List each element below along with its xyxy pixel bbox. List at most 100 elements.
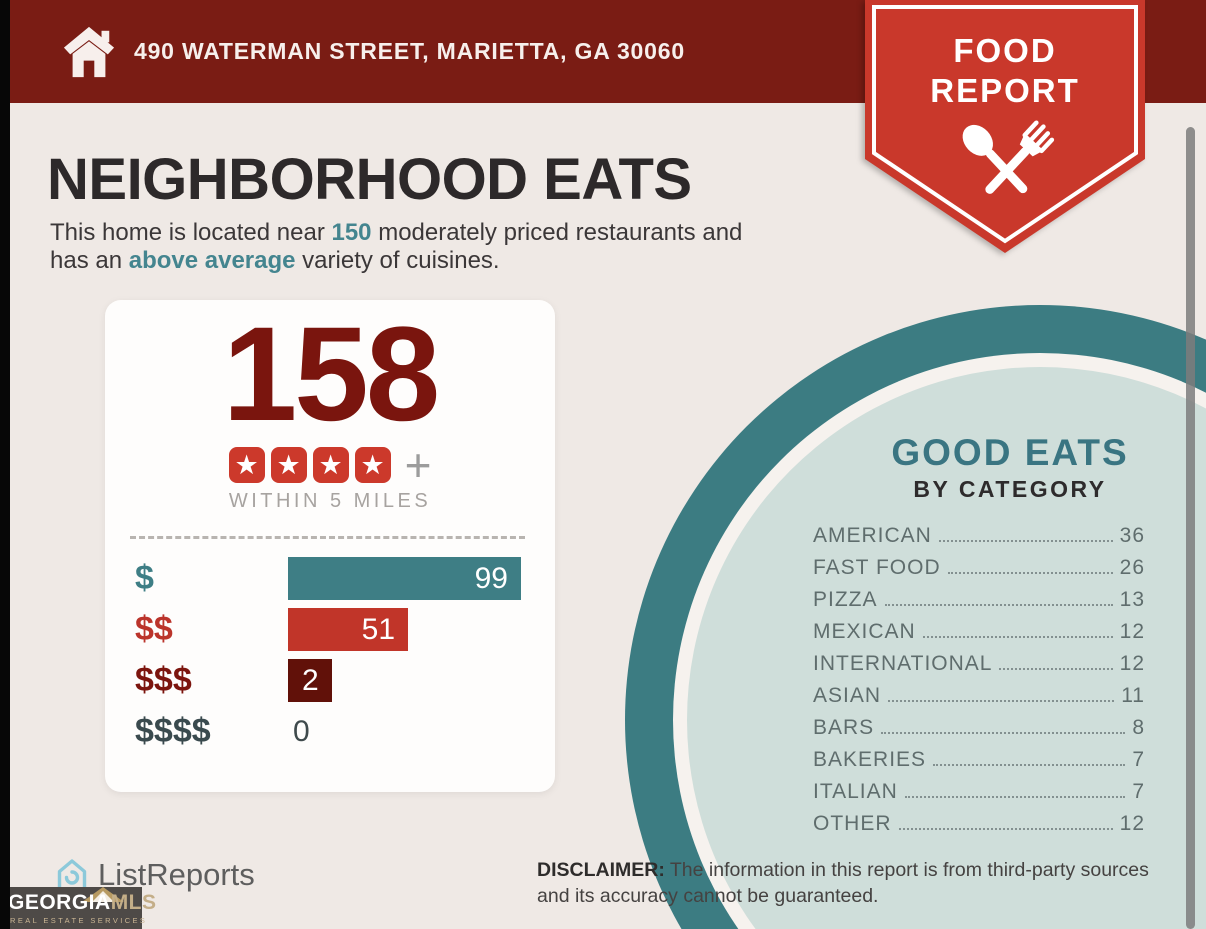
category-label: BAKERIES (813, 748, 927, 771)
dot-leader (938, 540, 1113, 542)
category-row: FAST FOOD 26 (813, 551, 1145, 583)
category-label: PIZZA (813, 588, 878, 611)
category-row: ASIAN 11 (813, 679, 1145, 711)
category-row: INTERNATIONAL 12 (813, 647, 1145, 679)
category-row: ITALIAN 7 (813, 775, 1145, 807)
star-rating: ★ ★ ★ ★ + (105, 439, 555, 491)
category-label: AMERICAN (813, 524, 932, 547)
georgiamls-tagline: REAL ESTATE SERVICES (10, 916, 148, 925)
star-icon: ★ (270, 447, 307, 483)
home-icon (63, 26, 115, 78)
category-row: AMERICAN 36 (813, 519, 1145, 551)
price-bar-track: 0 (288, 710, 531, 753)
price-level-label: $$$$ (135, 712, 211, 750)
price-bar-value: 51 (361, 612, 396, 646)
scrollbar-thumb[interactable] (1186, 127, 1195, 929)
star-icon: ★ (228, 447, 265, 483)
summary-sentence: This home is located near 150 moderately… (50, 219, 850, 275)
dot-leader (888, 700, 1115, 702)
price-bar-value: 99 (474, 561, 508, 595)
price-level-bar-chart: $ 99 $$ 51 $$$ 2 $$$$ 0 (135, 553, 531, 757)
spoon-fork-icon (962, 120, 1055, 194)
disclaimer-label: DISCLAIMER: (537, 859, 665, 881)
price-bar-row: $$ 51 (135, 604, 531, 655)
good-eats-subtitle: BY CATEGORY (913, 476, 1107, 502)
price-level-label: $ (135, 559, 154, 597)
badge-title-line1: FOOD (953, 32, 1057, 69)
disclaimer-text: The information in this report is from t… (537, 859, 1149, 907)
price-bar-row: $ 99 (135, 553, 531, 604)
mountain-peak-icon (92, 891, 114, 902)
badge-pennant-shape (865, 0, 1145, 253)
category-value: 26 (1119, 556, 1145, 579)
price-bar-row: $$$ 2 (135, 655, 531, 706)
left-edge-strip (0, 0, 10, 929)
good-eats-panel: GOOD EATS BY CATEGORY AMERICAN 36 FAST FO… (790, 432, 1206, 839)
summary-text: has an (50, 247, 129, 274)
page-title: NEIGHBORHOOD EATS (47, 147, 692, 212)
price-level-label: $$ (135, 610, 173, 648)
plus-sign: + (404, 439, 432, 491)
category-row: OTHER 12 (813, 807, 1145, 839)
georgiamls-logo: GEORGIAMLS REAL ESTATE SERVICES (0, 887, 156, 929)
category-value: 12 (1119, 652, 1145, 675)
dot-leader (881, 732, 1126, 734)
dot-leader (884, 604, 1113, 606)
variety-highlight: above average (128, 247, 296, 274)
dot-leader (947, 572, 1113, 574)
category-row: PIZZA 13 (813, 583, 1145, 615)
price-bar-value: 2 (302, 663, 319, 697)
category-value: 12 (1119, 620, 1145, 643)
category-value: 13 (1119, 588, 1145, 611)
dot-leader (898, 828, 1113, 830)
dot-leader (904, 796, 1126, 798)
price-bar: 2 (288, 659, 332, 702)
category-label: INTERNATIONAL (813, 652, 993, 675)
category-row: BAKERIES 7 (813, 743, 1145, 775)
price-bar: 99 (288, 557, 521, 600)
dot-leader (922, 636, 1113, 638)
category-list: AMERICAN 36 FAST FOOD 26 PIZZA 13 MEXICAN 12… (813, 519, 1145, 839)
star-icon: ★ (354, 447, 391, 483)
category-value: 8 (1132, 716, 1145, 739)
summary-line-2: has an above average variety of cuisines… (50, 247, 850, 275)
category-label: BARS (813, 716, 875, 739)
category-value: 7 (1132, 748, 1145, 771)
price-bar-track: 2 (288, 659, 531, 702)
dot-leader (999, 668, 1113, 670)
summary-text: This home is located near (50, 219, 332, 246)
georgiamls-name-part1: GEORGIA (8, 891, 111, 914)
restaurant-count-highlight: 150 (331, 219, 372, 246)
price-bar-row: $$$$ 0 (135, 706, 531, 757)
summary-text: variety of cuisines. (295, 247, 500, 274)
price-bar-value: 0 (293, 714, 310, 748)
good-eats-title: GOOD EATS (891, 432, 1129, 473)
summary-text: moderately priced restaurants and (371, 219, 743, 246)
category-value: 11 (1121, 684, 1145, 707)
price-bar-track: 51 (288, 608, 531, 651)
price-level-label: $$$ (135, 661, 192, 699)
summary-line-1: This home is located near 150 moderately… (50, 219, 850, 247)
category-row: MEXICAN 12 (813, 615, 1145, 647)
dashed-divider (130, 536, 525, 539)
property-address: 490 WATERMAN STREET, MARIETTA, GA 30060 (134, 38, 685, 64)
category-value: 7 (1132, 780, 1145, 803)
price-bar: 51 (288, 608, 409, 651)
category-label: ASIAN (813, 684, 882, 707)
radius-caption: WITHIN 5 MILES (228, 490, 432, 512)
star-icon: ★ (312, 447, 349, 483)
georgiamls-name: GEORGIAMLS (8, 891, 157, 915)
category-value: 36 (1119, 524, 1145, 547)
category-label: FAST FOOD (813, 556, 941, 579)
restaurant-count-card: 158 ★ ★ ★ ★ + WITHIN 5 MILES $ 99 $$ 51 (105, 300, 555, 792)
category-value: 12 (1119, 812, 1145, 835)
disclaimer: DISCLAIMER: The information in this repo… (537, 857, 1171, 909)
category-label: ITALIAN (813, 780, 898, 803)
dot-leader (933, 764, 1126, 766)
food-report-badge: FOOD REPORT (865, 0, 1145, 256)
price-bar-track: 99 (288, 557, 531, 600)
georgiamls-name-part2: MLS (110, 891, 157, 914)
restaurant-count: 158 (222, 300, 441, 449)
category-label: MEXICAN (813, 620, 916, 643)
